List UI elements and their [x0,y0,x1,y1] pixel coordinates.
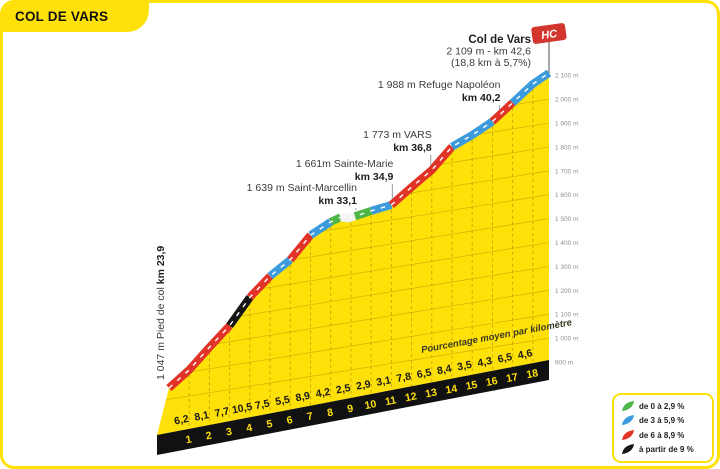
svg-text:10,5: 10,5 [231,401,254,417]
svg-text:4,6: 4,6 [517,347,534,362]
svg-text:2,5: 2,5 [335,382,352,397]
svg-text:3,5: 3,5 [456,359,473,374]
svg-text:12: 12 [404,390,418,404]
svg-text:1 773 m VARS: 1 773 m VARS [363,129,432,141]
start-label: 1 047 m Pied de col km 23,9 [155,246,167,380]
svg-text:6: 6 [286,414,294,427]
svg-text:11: 11 [384,394,397,408]
svg-text:8,9: 8,9 [294,390,311,405]
svg-text:7: 7 [306,410,314,423]
road-segment-black [226,294,254,329]
profile-area [157,73,549,435]
svg-text:(18,8 km à 5,7%): (18,8 km à 5,7%) [451,57,531,69]
gradient-legend: de 0 à 2,9 % de 3 à 5,9 % de 6 à 8,9 % à… [612,392,714,463]
legend-item-green: de 0 à 2,9 % [621,400,707,412]
legend-item-black: à partir de 9 % [621,444,707,455]
svg-text:1 600 m: 1 600 m [555,192,579,199]
gradient-leaf-icon-red [622,429,634,440]
svg-text:16: 16 [485,375,499,389]
svg-text:2 100 m: 2 100 m [555,73,579,80]
svg-text:13: 13 [424,386,438,400]
km-tick-labels: 1 2 3 4 5 6 7 8 9 10 11 12 13 14 15 16 17 18 [185,367,540,446]
svg-text:1 639 m Saint-Marcellin: 1 639 m Saint-Marcellin [247,182,357,194]
right-axis-labels: 2 100 m 2 000 m 1 900 m 1 800 m 1 700 m 1 600… [555,73,579,367]
svg-text:17: 17 [505,371,519,385]
svg-text:1: 1 [185,433,193,446]
gradient-leaf-icon-green [622,400,634,411]
legend-label: de 6 à 8,9 % [639,430,685,440]
title-banner: COL DE VARS [3,3,149,32]
svg-text:1 200 m: 1 200 m [555,288,579,295]
gradient-value-labels: 6,2 8,1 7,7 10,5 7,5 5,5 8,9 4,2 2,5 2,9 3,1 7,8 6,5… [173,347,533,427]
gradient-leaf-icon-black [622,444,634,454]
svg-text:6,2: 6,2 [173,413,190,428]
page-title: COL DE VARS [15,9,109,24]
svg-text:8,4: 8,4 [436,363,453,378]
svg-text:1 800 m: 1 800 m [555,144,579,151]
svg-text:14: 14 [445,383,459,397]
svg-text:6,5: 6,5 [416,367,433,382]
svg-text:1 000 m: 1 000 m [555,336,579,343]
legend-item-red: de 6 à 8,9 % [621,429,707,441]
svg-text:3,1: 3,1 [375,374,392,389]
base-pedestal [157,360,549,455]
svg-text:1 900 m: 1 900 m [555,121,579,128]
svg-text:5,5: 5,5 [274,394,291,409]
svg-text:1 661m Sainte-Marie: 1 661m Sainte-Marie [296,158,394,170]
svg-text:1 400 m: 1 400 m [555,240,579,247]
svg-text:15: 15 [465,379,479,393]
svg-text:2: 2 [205,430,213,443]
svg-text:km 34,9: km 34,9 [355,171,394,183]
svg-text:km 33,1: km 33,1 [318,195,357,207]
svg-text:5: 5 [265,418,273,431]
svg-text:2 109 m - km 42,6: 2 109 m - km 42,6 [446,46,531,58]
svg-text:18: 18 [525,367,539,381]
svg-text:1 500 m: 1 500 m [555,216,579,223]
climb-profile-chart: 1 2 3 4 5 6 7 8 9 10 11 12 13 14 15 16 17 186,2 8,1 7,7 10,5… [155,23,579,455]
svg-text:7,5: 7,5 [254,397,271,412]
legend-label: de 3 à 5,9 % [639,416,685,425]
svg-text:1 100 m: 1 100 m [555,312,579,319]
svg-text:2,9: 2,9 [355,378,372,393]
svg-text:HC: HC [540,28,558,42]
svg-text:10: 10 [364,398,378,412]
legend-item-blue: de 3 à 5,9 % [621,415,707,426]
hc-badge: HC [531,23,567,44]
svg-text:3: 3 [225,426,233,439]
svg-text:9: 9 [346,402,354,415]
svg-text:1 300 m: 1 300 m [555,264,579,271]
svg-text:7,7: 7,7 [214,405,231,420]
svg-text:7,8: 7,8 [396,370,413,385]
gradient-leaf-icon-blue [622,415,634,425]
svg-text:4,2: 4,2 [315,386,332,401]
svg-text:900 m: 900 m [555,360,573,367]
svg-text:Col de Vars: Col de Vars [468,34,531,46]
legend-label: de 0 à 2,9 % [639,401,685,411]
svg-text:6,5: 6,5 [497,351,514,366]
svg-text:km 36,8: km 36,8 [393,142,432,154]
svg-text:8,1: 8,1 [193,409,210,424]
road-segment-red [287,232,314,263]
km-gridlines [188,89,534,429]
svg-text:4: 4 [245,422,253,435]
svg-text:km 40,2: km 40,2 [462,92,501,104]
road-centerline [168,72,550,389]
svg-text:4,3: 4,3 [476,355,493,370]
svg-text:8: 8 [326,406,334,419]
svg-text:1 988 m Refuge Napoléon: 1 988 m Refuge Napoléon [378,79,501,91]
svg-text:2 000 m: 2 000 m [555,97,579,104]
legend-label: à partir de 9 % [639,445,694,454]
svg-text:1 700 m: 1 700 m [555,168,579,175]
